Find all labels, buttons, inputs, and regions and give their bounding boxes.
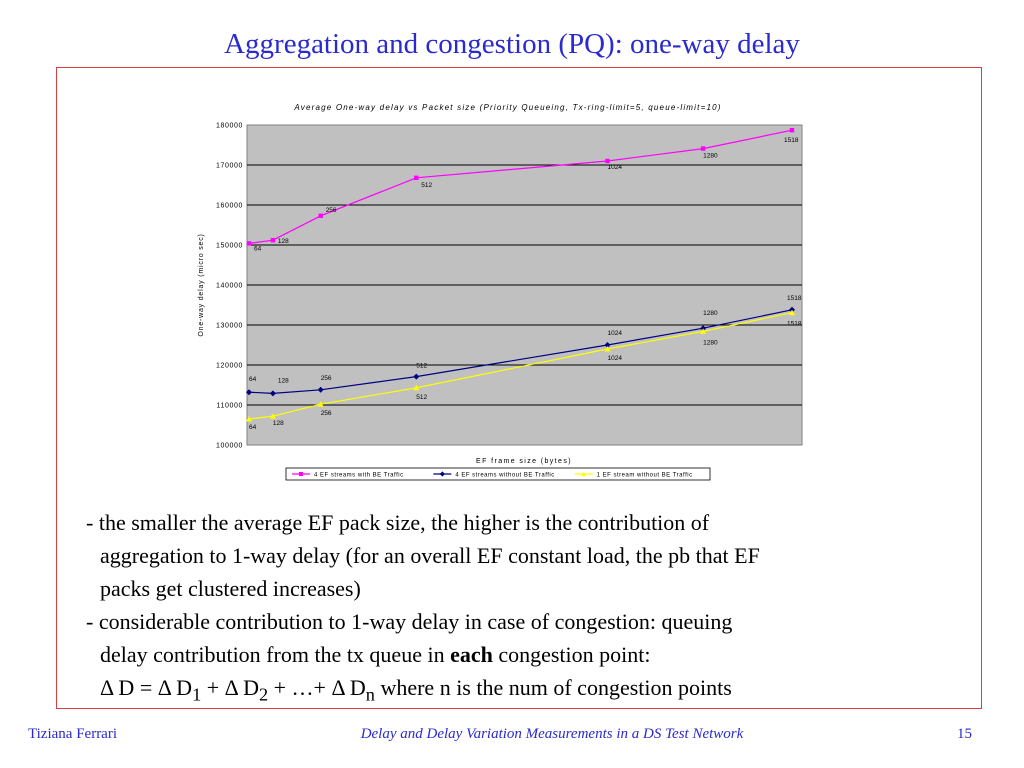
formula-part-d: where n is the num of congestion points xyxy=(374,675,732,700)
data-point xyxy=(269,390,276,397)
data-label: 256 xyxy=(326,207,337,214)
bullet-1-line-3: packs get clustered increases) xyxy=(100,576,361,601)
footer-author: Tiziana Ferrari xyxy=(28,726,118,742)
data-point xyxy=(414,175,419,180)
y-axis-label: One-way delay (micro sec) xyxy=(198,233,205,336)
y-tick-label: 160000 xyxy=(216,203,243,210)
data-point xyxy=(789,309,795,316)
legend-marker xyxy=(299,472,303,476)
data-label: 128 xyxy=(278,377,289,384)
bullet-2-line-2-post: congestion point: xyxy=(492,642,651,667)
bullet-1-line-2: aggregation to 1-way delay (for an overa… xyxy=(100,543,760,568)
bullet-2-emphasis: each xyxy=(450,642,493,667)
data-point xyxy=(317,401,324,407)
data-label: 512 xyxy=(421,182,432,189)
data-point xyxy=(700,146,706,151)
content-frame xyxy=(56,67,982,709)
chart: Average One-way delay vs Packet size (Pr… xyxy=(190,98,830,488)
data-label: 1024 xyxy=(608,330,623,337)
data-label: 256 xyxy=(321,375,332,382)
y-tick-label: 130000 xyxy=(216,323,243,330)
y-tick-label: 180000 xyxy=(216,123,243,130)
y-tick-label: 120000 xyxy=(216,363,243,370)
data-label: 256 xyxy=(321,410,332,417)
data-point xyxy=(604,346,611,352)
data-label: 1280 xyxy=(703,153,718,160)
data-label: 1280 xyxy=(703,339,718,346)
bullet-2-line-2-pre: delay contribution from the tx queue in xyxy=(100,642,451,667)
data-point xyxy=(246,241,252,246)
data-point xyxy=(317,386,324,393)
data-label: 128 xyxy=(273,420,284,427)
data-point xyxy=(270,238,276,243)
data-label: 64 xyxy=(249,376,257,383)
y-tick-label: 100000 xyxy=(216,443,243,450)
bullet-2-line-2: delay contribution from the tx queue in … xyxy=(86,638,976,671)
data-label: 512 xyxy=(416,363,427,370)
footer-talk-title: Delay and Delay Variation Measurements i… xyxy=(360,726,744,742)
data-label: 1518 xyxy=(787,321,802,328)
legend-entry: 4 EF streams with BE Traffic xyxy=(314,472,404,478)
data-point xyxy=(269,413,276,419)
chart-title: Average One-way delay vs Packet size (Pr… xyxy=(293,103,721,112)
formula-sub-1: 1 xyxy=(192,684,202,705)
bullet-2-line-1: - considerable contribution to 1-way del… xyxy=(86,609,733,634)
x-axis-label: EF frame size (bytes) xyxy=(476,458,572,465)
data-label: 64 xyxy=(249,424,257,431)
data-label: 64 xyxy=(254,245,262,252)
data-point xyxy=(246,389,252,396)
formula-part-a: Δ D = Δ D xyxy=(100,675,193,700)
chart-svg: Average One-way delay vs Packet size (Pr… xyxy=(198,103,803,481)
legend-box xyxy=(285,467,711,481)
y-tick-label: 140000 xyxy=(216,283,243,290)
bullet-list: - the smaller the average EF pack size, … xyxy=(86,506,976,711)
data-point xyxy=(413,384,420,391)
data-label: 1024 xyxy=(608,164,623,171)
legend-marker xyxy=(581,471,587,477)
data-point xyxy=(700,325,707,332)
data-label: 1518 xyxy=(787,295,802,302)
data-point xyxy=(605,158,610,164)
data-point xyxy=(318,213,323,218)
formula-sub-n: n xyxy=(365,684,375,705)
legend-entry: 4 EF streams without BE Traffic xyxy=(455,472,554,478)
data-label: 1280 xyxy=(703,310,718,317)
data-point xyxy=(413,373,420,380)
data-label: 1024 xyxy=(608,355,623,362)
formula-part-b: + Δ D xyxy=(201,675,259,700)
formula-line: Δ D = Δ D1 + Δ D2 + …+ Δ Dn where n is t… xyxy=(86,671,976,711)
data-point xyxy=(246,416,252,422)
legend-entry: 1 EF stream without BE Traffic xyxy=(597,472,693,478)
y-tick-label: 170000 xyxy=(216,163,243,170)
data-point xyxy=(604,342,611,348)
formula-sub-2: 2 xyxy=(258,684,269,705)
formula-part-c: + …+ Δ D xyxy=(268,675,366,700)
slide-title: Aggregation and congestion (PQ): one-way… xyxy=(224,28,800,60)
data-label: 512 xyxy=(416,394,427,401)
y-tick-label: 110000 xyxy=(217,403,243,410)
data-label: 128 xyxy=(278,238,289,245)
y-tick-label: 150000 xyxy=(216,243,243,250)
footer-page-number: 15 xyxy=(957,726,972,742)
data-point xyxy=(789,128,795,133)
data-point xyxy=(700,328,707,334)
bullet-1-line-1: - the smaller the average EF pack size, … xyxy=(86,510,710,535)
data-label: 1518 xyxy=(784,137,799,144)
